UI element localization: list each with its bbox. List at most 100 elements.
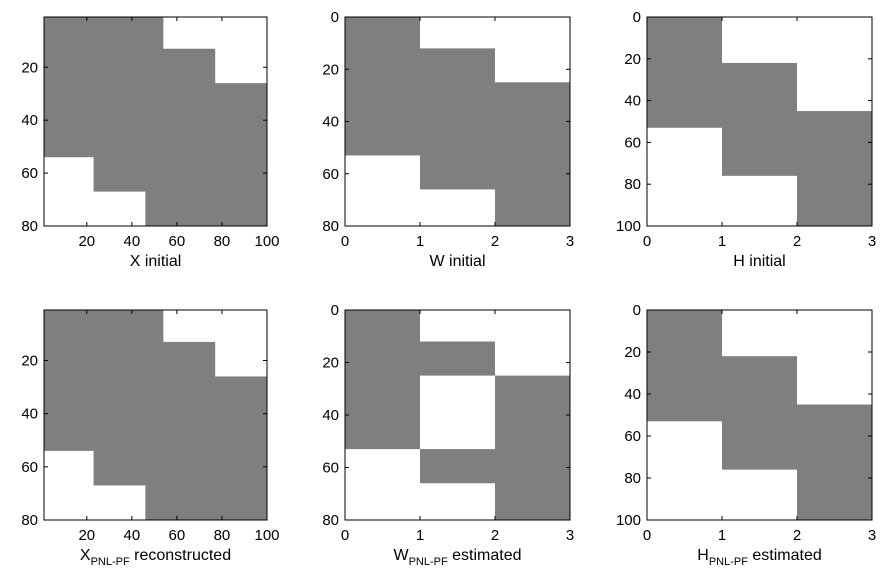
- heatmap-cell: [647, 127, 723, 227]
- panel-5: 0 1 2 3 0 20 40 60 80 WPNL-PF estimated: [322, 302, 574, 568]
- x-tick-label: 1: [416, 527, 424, 544]
- x-tick-label: 2: [491, 233, 499, 250]
- x-tick-label: 2: [793, 233, 801, 250]
- heatmap-cell: [215, 48, 268, 84]
- axes-frame: [646, 309, 873, 521]
- heatmap-cell: [495, 17, 571, 83]
- axes-frame: [43, 309, 268, 521]
- y-tick-label: 0: [331, 9, 339, 26]
- heatmap-cell: [93, 450, 268, 486]
- heatmap-cell: [145, 485, 268, 521]
- y-tick-label: 20: [624, 344, 641, 361]
- x-tick-label: 20: [78, 233, 95, 250]
- x-axis-label: X initial: [130, 253, 182, 270]
- heatmap-cell: [420, 449, 496, 484]
- x-axis-label-main: X initial: [130, 253, 182, 270]
- heatmap-cell: [647, 310, 723, 422]
- x-tick-label: 1: [718, 527, 726, 544]
- heatmap-cell: [44, 191, 146, 227]
- x-tick-label: 100: [254, 527, 279, 544]
- heatmap-cell: [420, 189, 496, 227]
- y-tick-label: 40: [322, 114, 339, 131]
- heatmap-cell: [797, 111, 873, 227]
- y-tick-label: 20: [21, 59, 38, 76]
- x-axis-label: HPNL-PF estimated: [697, 547, 822, 568]
- y-tick-label: 20: [322, 61, 339, 78]
- x-axis-label-rest: reconstructed: [130, 547, 231, 564]
- heatmap-cell: [722, 469, 798, 521]
- panel-6: 0 1 2 3 0 20 40 60 80 100 HPNL-PF estimated: [616, 302, 876, 568]
- heatmap-cell: [647, 421, 723, 521]
- x-tick-label: 60: [169, 233, 186, 250]
- heatmap-cell: [797, 404, 873, 521]
- y-tick-label: 0: [331, 302, 339, 319]
- y-tick-label: 80: [624, 470, 641, 487]
- heatmap-cell: [722, 175, 798, 227]
- heatmap-cell: [345, 310, 421, 450]
- x-tick-label: 0: [643, 233, 651, 250]
- heatmap-cell: [163, 17, 268, 50]
- x-tick-label: 2: [793, 527, 801, 544]
- y-tick-label: 40: [21, 406, 38, 423]
- x-tick-label: 2: [491, 527, 499, 544]
- heatmap-cell: [163, 310, 268, 343]
- panel-3: 0 1 2 3 0 20 40 60 80 100 H initial: [616, 9, 876, 270]
- heatmap-cell: [44, 376, 268, 452]
- x-axis-label-main: W: [393, 547, 409, 564]
- y-tick-label: 40: [624, 93, 641, 110]
- heatmap-cell: [420, 375, 496, 450]
- y-tick-label: 40: [322, 407, 339, 424]
- axes-frame: [646, 16, 873, 227]
- heatmap-cell: [145, 191, 268, 227]
- panel-2: 0 1 2 3 0 20 40 60 80 W initial: [322, 9, 574, 270]
- heatmap-cell: [345, 155, 421, 227]
- heatmap-cell: [722, 62, 798, 177]
- y-tick-label: 80: [624, 176, 641, 193]
- heatmap-cell: [345, 449, 421, 521]
- heatmap-cell: [495, 375, 571, 521]
- heatmap-cell: [93, 157, 268, 193]
- x-tick-label: 3: [868, 233, 876, 250]
- y-tick-label: 60: [624, 428, 641, 445]
- axes-frame: [43, 16, 268, 227]
- y-tick-label: 60: [21, 165, 38, 182]
- x-tick-label: 60: [169, 527, 186, 544]
- heatmap-cell: [420, 310, 496, 342]
- x-axis-label: W initial: [429, 253, 485, 270]
- y-tick-label: 80: [21, 218, 38, 235]
- x-axis-label-main: H: [697, 547, 709, 564]
- panel-4: 20 40 60 80 100 20 40 60 80 XPNL-PF reconstructed: [21, 309, 280, 568]
- x-axis-label-rest: estimated: [748, 547, 822, 564]
- y-tick-label: 0: [633, 9, 641, 26]
- y-tick-label: 20: [21, 353, 38, 370]
- heatmap-cell: [345, 17, 421, 156]
- y-tick-label: 60: [322, 166, 339, 183]
- x-tick-label: 1: [718, 233, 726, 250]
- heatmap-cell: [495, 310, 571, 377]
- panel-1: 20 40 60 80 100 20 40 60 80 X initial: [21, 16, 280, 270]
- heatmap-cell: [420, 341, 496, 377]
- heatmap-cell: [44, 341, 216, 377]
- x-tick-label: 3: [868, 527, 876, 544]
- x-axis-label: XPNL-PF reconstructed: [80, 547, 231, 568]
- x-tick-label: 100: [254, 233, 279, 250]
- heatmap-cell: [44, 310, 164, 343]
- heatmap-cell: [44, 485, 146, 521]
- y-tick-label: 100: [616, 218, 641, 235]
- y-tick-label: 60: [624, 134, 641, 151]
- x-axis-label-subscript: PNL-PF: [409, 556, 448, 568]
- x-tick-label: 0: [643, 527, 651, 544]
- y-tick-label: 80: [322, 512, 339, 529]
- y-tick-label: 20: [322, 355, 339, 372]
- y-tick-label: 20: [624, 51, 641, 68]
- x-axis-label-rest: estimated: [448, 547, 522, 564]
- x-tick-label: 1: [416, 233, 424, 250]
- x-tick-label: 80: [214, 233, 231, 250]
- y-tick-label: 0: [633, 302, 641, 319]
- heatmap-cell: [44, 83, 268, 158]
- y-tick-label: 40: [21, 112, 38, 129]
- x-tick-label: 0: [341, 233, 349, 250]
- heatmap-cell: [420, 483, 496, 521]
- x-axis-label: WPNL-PF estimated: [393, 547, 521, 568]
